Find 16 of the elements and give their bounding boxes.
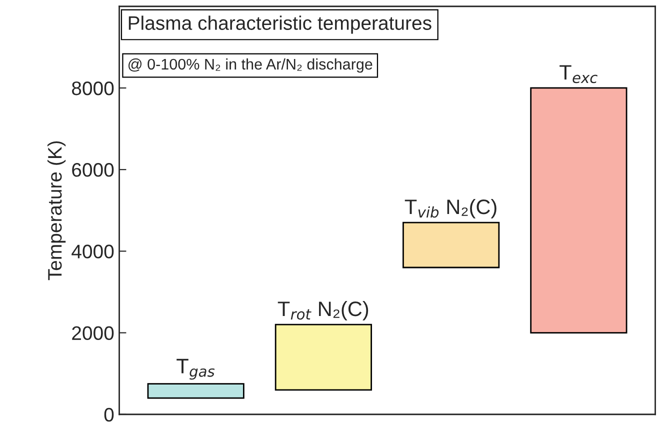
x-tick-label: T$_{vib}$ N₂(C)	[404, 198, 496, 218]
y-axis-title: Temperature (K)	[47, 141, 66, 280]
y-tick-label: 6000	[72, 163, 114, 177]
chart-title: Plasma characteristic temperatures	[128, 16, 432, 34]
y-tick-label: 0	[104, 408, 114, 422]
x-tick-label: T$_{exc}$	[560, 65, 598, 84]
y-tick-label: 4000	[72, 244, 114, 258]
bar	[147, 383, 244, 399]
x-tick-label: T$_{gas}$	[176, 358, 215, 380]
y-tick-label: 2000	[72, 326, 114, 340]
bar	[274, 324, 372, 391]
text: @ 0-100% N₂ in the Ar/N₂ discharge	[128, 58, 372, 73]
y-tick-label: 8000	[72, 81, 114, 96]
bar	[530, 87, 628, 334]
x-tick-label: T$_{rot}$ N₂(C)	[278, 300, 368, 320]
bar	[402, 222, 500, 268]
